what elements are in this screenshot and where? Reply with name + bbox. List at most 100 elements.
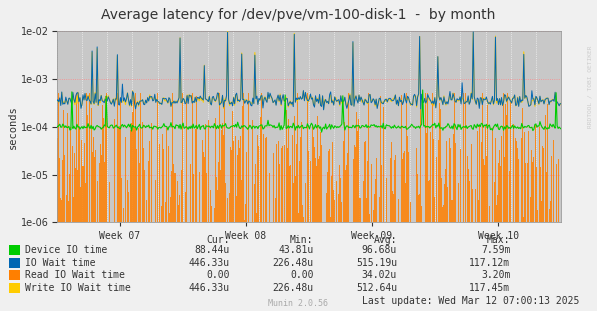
Text: 43.81u: 43.81u [278, 245, 313, 255]
Bar [230, 147, 231, 222]
Bar [445, 169, 447, 222]
Bar [179, 195, 180, 222]
Bar [104, 96, 106, 222]
Bar [301, 122, 302, 222]
Bar [434, 197, 435, 222]
Bar [419, 194, 420, 222]
Bar [319, 156, 320, 222]
Bar [328, 151, 329, 222]
Bar [79, 129, 81, 222]
Text: 0.00: 0.00 [207, 270, 230, 280]
Bar [484, 165, 485, 222]
Bar [410, 202, 411, 222]
Bar [278, 141, 279, 222]
Bar [358, 119, 359, 222]
Bar [485, 125, 486, 222]
Bar [56, 198, 57, 222]
Bar [425, 93, 426, 222]
Bar [477, 131, 478, 222]
Bar [376, 158, 377, 222]
Bar [240, 136, 241, 222]
Bar [524, 132, 525, 222]
Bar [176, 222, 177, 223]
Bar [204, 157, 205, 222]
Bar [259, 146, 260, 222]
Bar [310, 161, 311, 222]
Bar [171, 171, 173, 222]
Bar [518, 159, 519, 222]
Bar [527, 163, 528, 222]
Bar [487, 105, 488, 222]
Bar [346, 165, 347, 222]
Bar [121, 178, 122, 222]
Bar [300, 137, 301, 222]
Bar [288, 119, 289, 222]
Bar [208, 120, 209, 222]
Bar [522, 108, 523, 222]
Bar [210, 190, 211, 222]
Bar [347, 153, 349, 222]
Bar [289, 166, 290, 222]
Bar [81, 140, 82, 222]
Bar [78, 93, 79, 222]
Bar [496, 205, 497, 222]
Bar [479, 126, 480, 222]
Bar [236, 196, 237, 222]
Bar [472, 188, 473, 222]
Bar [281, 148, 282, 222]
Bar [294, 116, 295, 222]
Bar [506, 115, 507, 222]
Text: Avg:: Avg: [374, 235, 397, 245]
Bar [203, 152, 204, 222]
Bar [501, 136, 502, 222]
Bar [295, 176, 296, 222]
Bar [256, 213, 257, 222]
Bar [515, 138, 516, 222]
Bar [430, 132, 431, 222]
Bar [241, 180, 242, 222]
Bar [544, 115, 546, 222]
Bar [229, 193, 230, 222]
Bar [88, 93, 90, 222]
Bar [317, 116, 318, 222]
Bar [364, 142, 365, 222]
Bar [132, 112, 133, 222]
Text: RRDTOOL / TOBI OETIKER: RRDTOOL / TOBI OETIKER [588, 46, 593, 128]
Bar [106, 93, 107, 222]
Bar [495, 138, 496, 222]
Bar [180, 170, 181, 222]
Text: 226.48u: 226.48u [272, 283, 313, 293]
Bar [543, 148, 544, 222]
Bar [127, 180, 128, 222]
Bar [117, 93, 118, 222]
Bar [442, 207, 444, 222]
Bar [214, 208, 215, 222]
Bar [144, 170, 145, 222]
Bar [403, 153, 404, 222]
Bar [373, 210, 374, 222]
Bar [463, 93, 464, 222]
Text: Munin 2.0.56: Munin 2.0.56 [269, 299, 328, 308]
Bar [398, 199, 399, 222]
Bar [238, 140, 239, 222]
Bar [339, 165, 340, 222]
Bar [536, 125, 537, 222]
Bar [402, 159, 403, 222]
Bar [540, 167, 541, 222]
Bar [395, 155, 396, 222]
Bar [292, 135, 293, 222]
Bar [473, 222, 474, 223]
Bar [206, 174, 207, 222]
Bar [438, 141, 439, 222]
Bar [184, 192, 186, 222]
Text: Cur:: Cur: [207, 235, 230, 245]
Text: 88.44u: 88.44u [195, 245, 230, 255]
Text: Device IO time: Device IO time [25, 245, 107, 255]
Bar [94, 157, 95, 222]
Bar [243, 93, 244, 222]
Bar [481, 142, 482, 222]
Bar [330, 216, 331, 222]
Bar [432, 93, 433, 222]
Bar [549, 209, 550, 222]
Bar [159, 144, 161, 222]
